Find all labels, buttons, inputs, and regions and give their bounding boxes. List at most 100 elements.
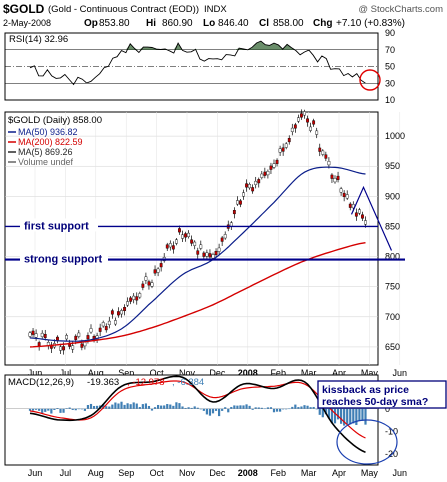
macd-histogram-bar: [105, 406, 108, 409]
price-candle-body: [34, 333, 38, 338]
price-candle-body: [43, 333, 47, 338]
macd-histogram-bar: [28, 408, 32, 411]
price-candle-body: [211, 254, 215, 259]
macd-histogram-bar: [312, 406, 315, 409]
macd-histogram-bar: [242, 405, 245, 409]
macd-histogram-bar: [236, 405, 239, 409]
macd-histogram-bar: [65, 408, 68, 409]
macd-histogram-bar: [327, 408, 330, 419]
macd-x-tick-label: Nov: [179, 468, 196, 478]
price-candle-body: [330, 174, 334, 179]
price-candle-body: [297, 117, 300, 122]
price-candle-body: [101, 322, 105, 327]
kissback-annotation-line-1: kissback as price: [322, 384, 409, 396]
price-candle-body: [336, 175, 340, 180]
price-tick-label: 900: [385, 191, 400, 201]
price-candle-body: [223, 234, 227, 239]
price-candle-body: [165, 244, 169, 249]
price-tick-label: 1000: [385, 131, 405, 141]
price-candle-body: [153, 269, 157, 274]
macd-histogram-bar: [346, 408, 349, 424]
price-candle-body: [284, 143, 288, 148]
price-candle-body: [354, 212, 358, 217]
macd-line: [29, 375, 366, 454]
change-label: Chg: [313, 18, 332, 29]
price-candle-body: [348, 203, 352, 208]
open-value: 853.80: [99, 18, 130, 29]
macd-histogram-value: , -6.384: [172, 377, 204, 388]
price-x-tick-label: May: [361, 368, 379, 378]
macd-histogram-bar: [172, 405, 175, 409]
strong-support-label: strong support: [24, 254, 103, 266]
rsi-tick-label: 50: [385, 62, 395, 72]
price-candle-body: [171, 245, 175, 250]
price-x-tick-label: Dec: [209, 368, 226, 378]
macd-histogram-bar: [275, 408, 279, 412]
price-candle-body: [196, 250, 200, 255]
ma50-line: [29, 166, 366, 342]
price-candle-body: [126, 301, 130, 306]
price-candle-body: [324, 154, 328, 159]
price-candle-body: [290, 127, 294, 132]
price-candle-body: [159, 263, 163, 268]
macd-histogram-bar: [117, 403, 120, 409]
macd-histogram-bar: [163, 405, 166, 409]
macd-histogram-bar: [352, 408, 355, 424]
price-candle-body: [123, 307, 126, 312]
macd-histogram-bar: [77, 408, 80, 410]
price-candle-body: [74, 335, 78, 340]
price-candle-body: [220, 237, 224, 242]
price-candle-body: [120, 310, 123, 315]
macd-histogram-bar: [349, 408, 352, 425]
price-candle-body: [28, 332, 32, 337]
rsi-tick-label: 70: [385, 45, 395, 55]
price-candle-body: [150, 282, 154, 287]
low-label: Lo: [203, 18, 215, 29]
macd-x-tick-label: Jun: [28, 468, 43, 478]
macd-histogram-bar: [208, 408, 212, 416]
macd-histogram-bar: [218, 408, 221, 417]
macd-histogram-bar: [126, 403, 129, 409]
macd-histogram-bar: [160, 405, 163, 409]
price-x-tick-label: Mar: [301, 368, 317, 378]
macd-histogram-bar: [35, 408, 38, 410]
rsi-label: RSI(14) 32.96: [9, 34, 68, 45]
macd-highlight-ellipse: [336, 419, 398, 465]
macd-histogram-bar: [41, 408, 44, 413]
macd-panel: -20-10010JunJulAugSepOctNovDec2008FebMar…: [4, 374, 447, 478]
price-candle-body: [62, 346, 65, 351]
price-candle-body: [351, 204, 355, 209]
macd-histogram-bar: [315, 408, 318, 410]
macd-histogram-bar: [358, 408, 361, 421]
price-x-tick-label: Jul: [60, 368, 72, 378]
price-legend-entry: Volume undef: [18, 157, 74, 167]
header-description: (Gold - Continuous Contract (EOD)): [48, 4, 199, 15]
strong-support-label-bg: [20, 250, 108, 265]
macd-tick-label: 0: [385, 404, 390, 414]
macd-histogram-bar: [153, 407, 157, 409]
macd-histogram-bar: [224, 407, 227, 409]
price-candle-body: [184, 233, 187, 238]
price-x-tick-label: Nov: [179, 368, 196, 378]
price-candle-body: [303, 111, 306, 116]
price-tick-label: 700: [385, 312, 400, 322]
price-candle-body: [98, 327, 102, 332]
macd-histogram-bar: [260, 407, 263, 409]
macd-histogram-bar: [114, 402, 117, 409]
price-tick-label: 950: [385, 161, 400, 171]
macd-x-tick-label: Jul: [60, 468, 72, 478]
price-tick-label: 850: [385, 221, 400, 231]
macd-histogram-bar: [31, 408, 35, 411]
price-candle-body: [89, 328, 93, 333]
price-candle-body: [358, 209, 361, 214]
price-candle-body: [144, 276, 148, 281]
price-candle-body: [178, 228, 181, 233]
first-support-label-bg: [20, 218, 98, 232]
macd-histogram-bar: [333, 408, 337, 424]
macd-histogram-bar: [199, 408, 202, 410]
macd-histogram-bar: [254, 407, 257, 409]
macd-histogram-bar: [269, 407, 273, 409]
macd-histogram-bar: [74, 408, 77, 411]
price-candle-body: [168, 243, 172, 248]
